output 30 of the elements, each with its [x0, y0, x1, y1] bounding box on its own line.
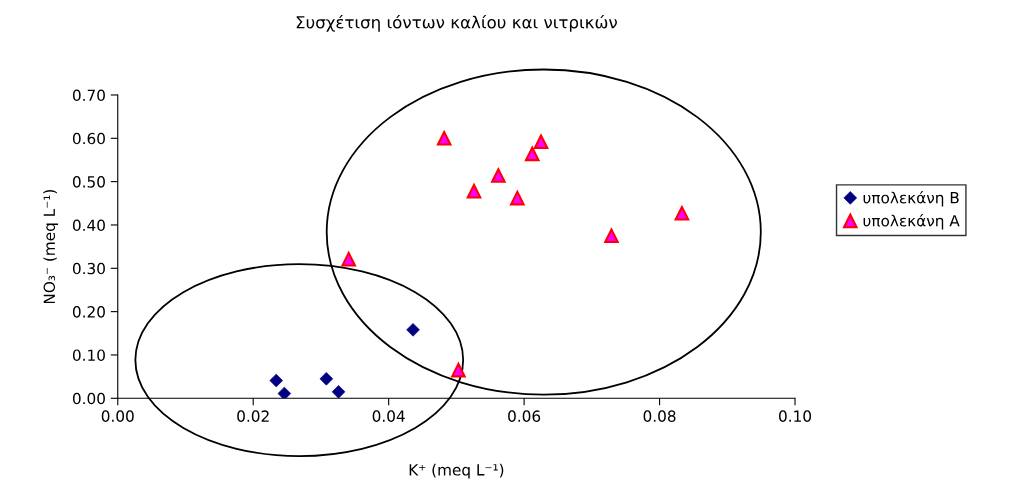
legend-label: υπολεκάνη Β: [863, 191, 959, 207]
point: [277, 386, 292, 399]
x-tick-label: 0.10: [779, 410, 812, 422]
x-tick-label: 0.02: [237, 410, 269, 422]
y-axis-title: NO₃⁻ (meq L⁻¹): [43, 189, 59, 304]
point: [491, 168, 506, 183]
point: [451, 362, 466, 378]
y-tick-label: 0.70: [72, 89, 105, 101]
chart-title: Συσχέτιση ιόντων καλίου και νιτρικών: [296, 14, 617, 32]
point: [341, 251, 356, 267]
y-tick-label: 0.10: [72, 349, 105, 361]
y-tick-label: 0.50: [72, 176, 105, 188]
x-tick-label: 0.06: [508, 410, 541, 422]
y-tick-label: 0.30: [72, 262, 105, 275]
point: [604, 228, 619, 244]
y-tick-label: 0.20: [72, 306, 105, 318]
point: [466, 183, 482, 199]
y-tick-label: 0.40: [72, 219, 105, 231]
x-tick-label: 0.00: [101, 410, 134, 422]
point: [510, 190, 525, 206]
point: [524, 146, 540, 162]
point: [674, 205, 690, 221]
point: [436, 131, 452, 146]
legend-label: υπολεκάνη Α: [863, 214, 960, 230]
x-tick-label: 0.08: [643, 410, 676, 422]
x-axis-title: K⁺ (meq L⁻¹): [409, 463, 504, 479]
x-tick-label: 0.04: [372, 410, 405, 422]
y-tick-label: 0.60: [72, 132, 105, 145]
y-tick-label: 0.00: [72, 392, 105, 405]
point: [533, 134, 549, 150]
